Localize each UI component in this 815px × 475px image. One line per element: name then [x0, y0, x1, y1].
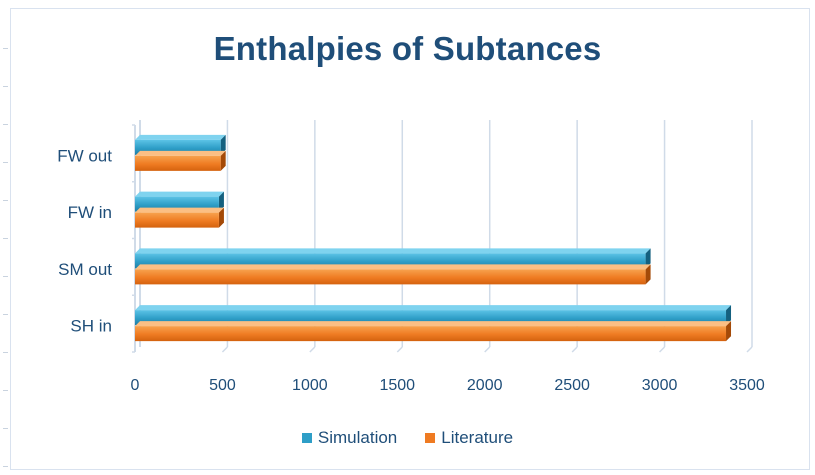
legend-swatch-simulation	[301, 433, 312, 443]
edge-tick	[3, 238, 8, 239]
bar-literature-fw-in-front	[135, 212, 219, 228]
x-tick-label-3000: 3000	[642, 377, 678, 394]
edge-tick	[3, 124, 8, 125]
edge-tick	[3, 390, 8, 391]
bar-literature-sh-in-top	[135, 321, 732, 327]
x-tick-label-3500: 3500	[729, 377, 765, 394]
bar-literature-sh-in	[135, 321, 732, 342]
edge-tick	[3, 86, 8, 87]
edge-tick	[3, 276, 8, 277]
edge-tick	[3, 428, 8, 429]
left-edge-ticks	[0, 0, 10, 475]
bar-simulation-sm-out-top	[135, 248, 651, 254]
bar-literature-sm-out-top	[135, 264, 651, 270]
legend-swatch-literature	[425, 433, 436, 443]
legend-item-literature: Literature	[425, 428, 513, 448]
gridline-floor-1000	[309, 346, 316, 353]
bar-literature-sh-in-front	[135, 326, 727, 342]
edge-tick	[3, 352, 8, 353]
bar-literature-sh-in-end	[726, 321, 732, 342]
gridline-floor-500	[221, 346, 228, 353]
bar-simulation-sh-in-end	[726, 305, 732, 326]
bar-literature-fw-out	[135, 150, 226, 171]
legend-item-simulation: Simulation	[301, 428, 398, 448]
edge-tick	[3, 162, 8, 163]
legend-label-literature: Literature	[441, 428, 514, 447]
bar-simulation-fw-out-end	[220, 134, 226, 155]
bar-literature-fw-in	[135, 207, 224, 228]
bar-literature-sm-out-front	[135, 269, 646, 285]
legend: Simulation Literature	[0, 428, 815, 448]
bar-literature-fw-in-end	[218, 207, 224, 228]
legend-label-simulation: Simulation	[317, 428, 398, 447]
x-tick-label-500: 500	[209, 377, 236, 394]
gridline-floor-1500	[396, 346, 403, 353]
edge-tick	[3, 48, 8, 49]
bar-simulation-fw-out-top	[135, 134, 226, 140]
bar-literature-sm-out-end	[645, 264, 651, 285]
gridline-floor-3000	[659, 346, 666, 353]
gridline-floor-2500	[571, 346, 578, 353]
bar-simulation-fw-in-top	[135, 191, 224, 197]
category-label-sm-out: SM out	[58, 260, 112, 279]
bar-simulation-sm-out-end	[645, 248, 651, 269]
x-tick-label-0: 0	[131, 377, 140, 394]
gridline-floor-3500	[746, 346, 753, 353]
chart-frame	[10, 8, 810, 470]
edge-tick	[3, 314, 8, 315]
category-label-sh-in: SH in	[70, 317, 112, 336]
gridline-floor-2000	[484, 346, 491, 353]
category-label-fw-out: FW out	[57, 146, 112, 165]
bar-literature-fw-in-top	[135, 207, 224, 213]
bar-simulation-sh-in-top	[135, 305, 732, 311]
x-tick-label-1500: 1500	[379, 377, 415, 394]
x-tick-label-1000: 1000	[292, 377, 328, 394]
bar-literature-fw-out-end	[220, 150, 226, 171]
chart-title: Enthalpies of Subtances	[213, 30, 602, 67]
bar-simulation-fw-in-end	[218, 191, 224, 212]
edge-tick	[3, 466, 8, 467]
x-tick-label-2000: 2000	[467, 377, 503, 394]
x-tick-label-2500: 2500	[554, 377, 590, 394]
bar-literature-fw-out-top	[135, 150, 226, 156]
bar-literature-fw-out-front	[135, 155, 221, 171]
bar-literature-sm-out	[135, 264, 651, 285]
edge-tick	[3, 200, 8, 201]
category-label-fw-in: FW in	[68, 203, 112, 222]
